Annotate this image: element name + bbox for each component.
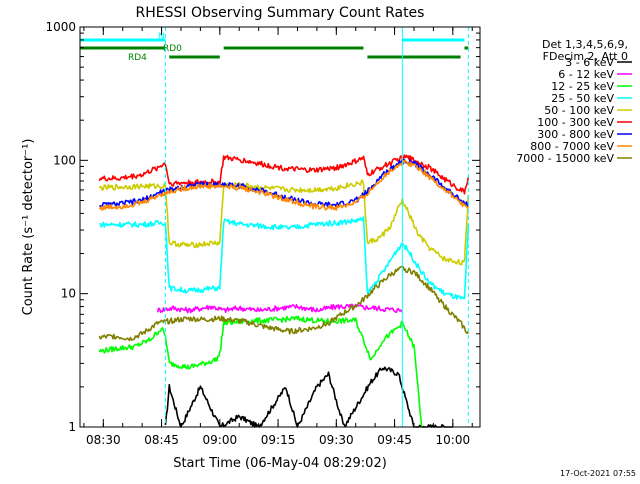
x-tick-label: 10:00 [436,433,471,447]
legend-label: 12 - 25 keV [551,80,614,93]
x-axis-label: Start Time (06-May-04 08:29:02) [173,456,387,471]
series-100-300-kev [98,154,470,195]
legend-header: Det 1,3,4,5,6,9, [542,38,628,51]
y-tick-label: 1 [68,420,76,434]
chart-title: RHESSI Observing Summary Count Rates [136,5,425,21]
series-50-100-kev [98,179,470,266]
series-layer [98,154,470,428]
legend-label: 3 - 6 keV [565,56,614,69]
series-800-7000-kev [98,159,469,211]
series-6-12-kev [156,303,403,314]
legend-label: 100 - 300 keV [537,116,614,129]
legend-label: 6 - 12 keV [558,68,614,81]
x-tick-label: 08:45 [144,433,179,447]
plot-frame [79,26,481,428]
series-12-25-kev [98,315,423,428]
y-tick-label: 1000 [45,20,76,34]
status-bars: N RD0 RD4 [80,32,469,63]
x-tick-label: 09:45 [377,433,412,447]
legend-label: 25 - 50 keV [551,92,614,105]
status-label-rd4: RD4 [128,53,147,63]
legend-header: FDecim 2, Att 0 [543,50,628,63]
legend-label: 50 - 100 keV [544,104,614,117]
axes: 08:30 08:45 09:00 09:15 09:30 09:45 10:00 1 10 10… [45,20,480,447]
x-tick-label: 08:30 [86,433,121,447]
series-7000-15000-kev [98,265,470,342]
series-25-50-kev [99,216,470,300]
footer-timestamp: 17-Oct-2021 07:55 [560,469,636,478]
x-tick-label: 09:30 [319,433,354,447]
x-tick-label: 09:00 [203,433,238,447]
y-tick-label: 10 [61,287,76,301]
legend-label: 800 - 7000 keV [530,140,614,153]
legend-label: 300 - 800 keV [537,128,614,141]
legend: Det 1,3,4,5,6,9,FDecim 2, Att 03 - 6 keV… [516,38,632,165]
y-axis-label: Count Rate (s⁻¹ detector⁻¹) [21,139,36,316]
status-label-rd0: RD0 [163,44,182,54]
status-label-n: N [158,32,165,42]
y-tick-label: 100 [53,153,76,167]
legend-label: 7000 - 15000 keV [516,152,614,165]
x-tick-label: 09:15 [261,433,296,447]
series-3-6-kev [164,366,453,428]
